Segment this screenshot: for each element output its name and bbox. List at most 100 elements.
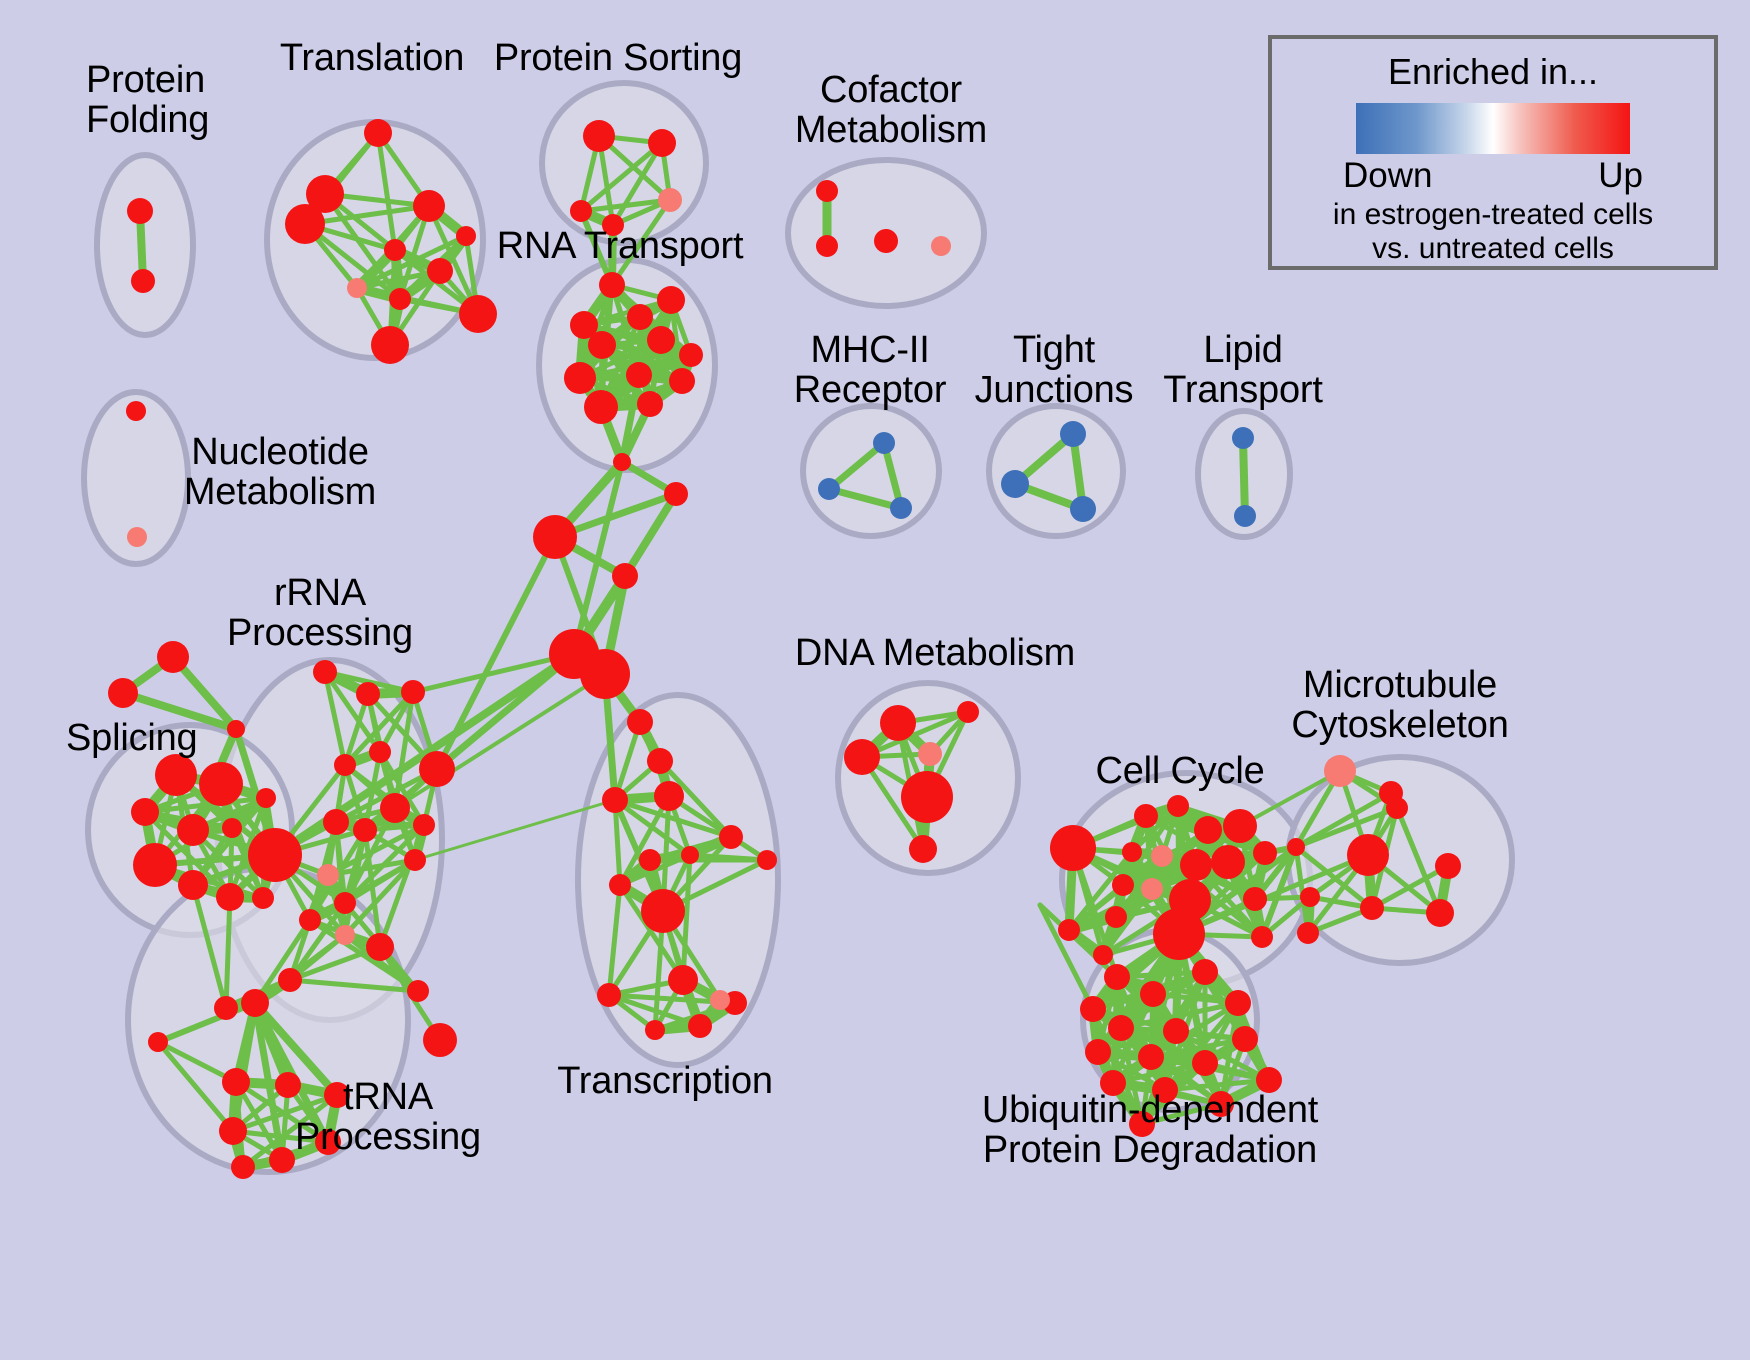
network-node[interactable]: [957, 701, 979, 723]
network-node[interactable]: [1208, 1091, 1234, 1117]
network-node[interactable]: [1251, 926, 1273, 948]
network-node[interactable]: [222, 818, 242, 838]
network-node[interactable]: [157, 641, 189, 673]
network-node[interactable]: [639, 849, 661, 871]
network-node[interactable]: [873, 432, 895, 454]
network-node[interactable]: [214, 996, 238, 1020]
network-node[interactable]: [1080, 996, 1106, 1022]
network-node[interactable]: [148, 1032, 168, 1052]
network-node[interactable]: [380, 793, 410, 823]
network-node[interactable]: [227, 720, 245, 738]
network-node[interactable]: [1287, 838, 1305, 856]
network-node[interactable]: [1093, 945, 1113, 965]
network-node[interactable]: [647, 748, 673, 774]
network-node[interactable]: [1300, 887, 1320, 907]
network-node[interactable]: [413, 190, 445, 222]
network-node[interactable]: [401, 680, 425, 704]
network-node[interactable]: [757, 850, 777, 870]
network-node[interactable]: [648, 129, 676, 157]
network-node[interactable]: [874, 229, 898, 253]
network-node[interactable]: [1347, 834, 1389, 876]
network-node[interactable]: [324, 1082, 350, 1108]
network-node[interactable]: [1104, 964, 1130, 990]
network-node[interactable]: [1435, 853, 1461, 879]
network-node[interactable]: [1060, 421, 1086, 447]
network-node[interactable]: [131, 798, 159, 826]
network-node[interactable]: [580, 649, 630, 699]
network-node[interactable]: [423, 1023, 457, 1057]
network-node[interactable]: [306, 175, 344, 213]
network-node[interactable]: [626, 362, 652, 388]
network-node[interactable]: [657, 286, 685, 314]
network-node[interactable]: [404, 849, 426, 871]
network-node[interactable]: [1223, 809, 1257, 843]
network-node[interactable]: [241, 989, 269, 1017]
network-node[interactable]: [459, 295, 497, 333]
network-node[interactable]: [1058, 919, 1080, 941]
network-node[interactable]: [127, 527, 147, 547]
network-node[interactable]: [1211, 845, 1245, 879]
network-node[interactable]: [602, 214, 624, 236]
network-node[interactable]: [688, 1014, 712, 1038]
network-node[interactable]: [285, 204, 325, 244]
network-node[interactable]: [588, 331, 616, 359]
network-node[interactable]: [1297, 922, 1319, 944]
network-node[interactable]: [710, 990, 730, 1010]
network-node[interactable]: [1232, 427, 1254, 449]
network-node[interactable]: [413, 814, 435, 836]
network-node[interactable]: [719, 825, 743, 849]
network-node[interactable]: [602, 787, 628, 813]
network-node[interactable]: [199, 762, 243, 806]
network-node[interactable]: [1194, 816, 1222, 844]
network-node[interactable]: [627, 709, 653, 735]
network-node[interactable]: [353, 818, 377, 842]
network-node[interactable]: [313, 660, 337, 684]
network-node[interactable]: [1122, 842, 1142, 862]
network-node[interactable]: [299, 909, 321, 931]
network-node[interactable]: [315, 1129, 341, 1155]
network-node[interactable]: [901, 771, 953, 823]
network-node[interactable]: [219, 1117, 247, 1145]
network-node[interactable]: [131, 269, 155, 293]
network-node[interactable]: [1070, 496, 1096, 522]
network-node[interactable]: [1360, 896, 1384, 920]
network-node[interactable]: [356, 682, 380, 706]
network-node[interactable]: [658, 188, 682, 212]
network-node[interactable]: [216, 883, 244, 911]
network-node[interactable]: [654, 781, 684, 811]
network-node[interactable]: [1163, 1018, 1189, 1044]
network-node[interactable]: [1153, 908, 1205, 960]
network-node[interactable]: [1112, 874, 1134, 896]
network-node[interactable]: [1192, 959, 1218, 985]
network-node[interactable]: [275, 1072, 301, 1098]
network-node[interactable]: [371, 326, 409, 364]
network-node[interactable]: [645, 1020, 665, 1040]
network-node[interactable]: [597, 983, 621, 1007]
network-node[interactable]: [931, 236, 951, 256]
network-node[interactable]: [647, 326, 675, 354]
network-node[interactable]: [389, 288, 411, 310]
network-node[interactable]: [407, 980, 429, 1002]
network-node[interactable]: [668, 965, 698, 995]
network-node[interactable]: [679, 343, 703, 367]
network-node[interactable]: [347, 278, 367, 298]
network-node[interactable]: [1129, 1111, 1155, 1137]
network-node[interactable]: [155, 754, 197, 796]
network-node[interactable]: [613, 453, 631, 471]
network-node[interactable]: [909, 835, 937, 863]
network-node[interactable]: [133, 843, 177, 887]
network-node[interactable]: [1100, 1070, 1126, 1096]
network-node[interactable]: [583, 120, 615, 152]
network-node[interactable]: [334, 754, 356, 776]
network-node[interactable]: [1140, 981, 1166, 1007]
network-node[interactable]: [890, 497, 912, 519]
network-node[interactable]: [816, 180, 838, 202]
network-node[interactable]: [334, 892, 356, 914]
network-node[interactable]: [570, 200, 592, 222]
network-node[interactable]: [1234, 505, 1256, 527]
network-node[interactable]: [627, 304, 653, 330]
network-node[interactable]: [384, 239, 406, 261]
network-node[interactable]: [427, 258, 453, 284]
network-node[interactable]: [669, 368, 695, 394]
network-node[interactable]: [317, 864, 339, 886]
